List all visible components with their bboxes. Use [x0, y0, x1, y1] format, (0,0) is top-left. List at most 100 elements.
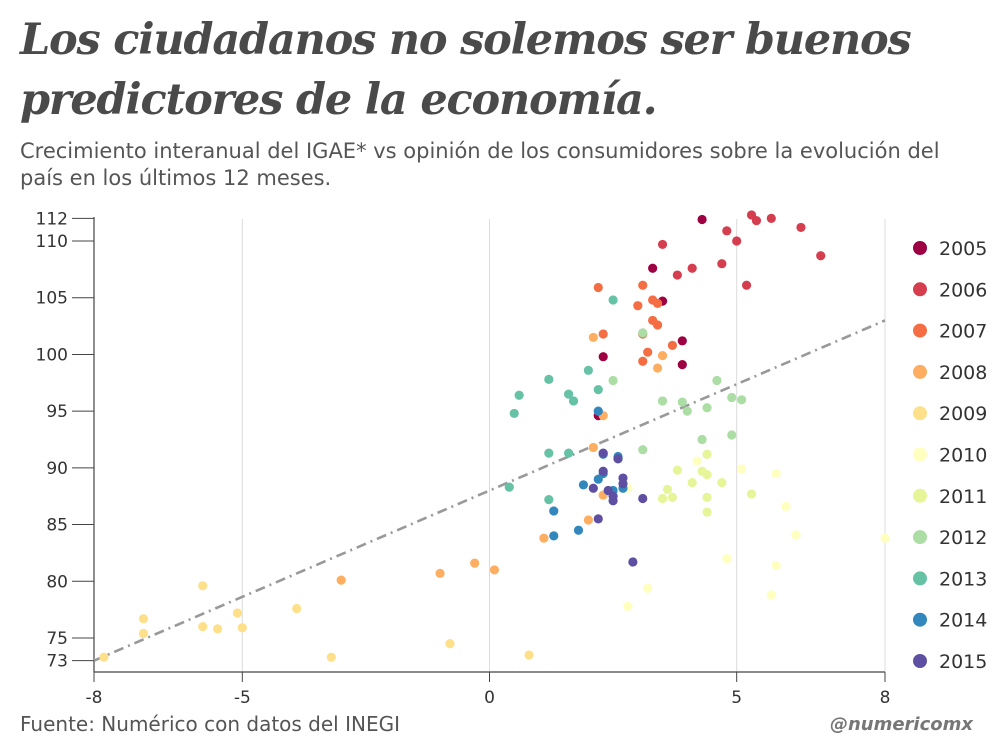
legend-marker-2005	[913, 241, 927, 255]
data-point-2013	[564, 448, 574, 458]
y-tick-label: 105	[36, 289, 68, 309]
data-point-2012	[638, 328, 648, 338]
data-point-2005	[598, 352, 608, 362]
y-tick-label: 85	[46, 516, 68, 536]
x-tick-label: 8	[880, 688, 891, 708]
data-point-2005	[648, 263, 658, 273]
data-point-2008	[470, 558, 480, 568]
legend-label-2007: 2007	[939, 321, 987, 343]
data-point-2006	[717, 259, 727, 269]
legend-marker-2014	[913, 612, 927, 627]
data-point-2014	[573, 525, 584, 535]
data-point-2009	[99, 652, 109, 662]
data-point-2006	[766, 213, 776, 223]
data-point-2008	[539, 533, 549, 543]
data-point-2009	[198, 622, 208, 632]
data-point-2013	[504, 482, 514, 492]
data-point-2006	[796, 222, 806, 233]
data-point-2012	[702, 403, 712, 413]
source-note: Fuente: Numérico con datos del INEGI	[20, 712, 400, 736]
data-point-2015	[598, 448, 608, 458]
legend-label-2010: 2010	[939, 445, 987, 467]
y-tick-label: 73	[46, 652, 68, 672]
author-handle: @numericomx	[829, 714, 973, 735]
x-tick-label: 0	[484, 688, 495, 708]
data-point-2011	[746, 489, 757, 499]
data-point-2015	[598, 466, 608, 476]
data-point-2010	[623, 601, 633, 611]
data-point-2011	[702, 492, 712, 502]
data-point-2009	[198, 581, 208, 591]
data-point-2009	[138, 628, 149, 639]
data-point-2009	[445, 639, 455, 649]
data-point-2012	[657, 396, 668, 406]
data-point-2012	[712, 375, 722, 386]
data-point-2012	[638, 445, 648, 455]
legend-label-2008: 2008	[939, 362, 987, 384]
data-point-2009	[326, 652, 336, 662]
legend-marker-2009	[913, 406, 927, 421]
data-point-2015	[608, 496, 618, 506]
data-point-2015	[603, 485, 613, 496]
data-point-2010	[880, 533, 890, 543]
data-point-2006	[816, 251, 826, 261]
legend-label-2015: 2015	[939, 651, 987, 673]
legend-label-2011: 2011	[939, 486, 987, 508]
legend-marker-2007	[913, 323, 927, 338]
data-point-2005	[697, 214, 707, 225]
data-point-2008	[489, 565, 500, 575]
points-layer	[99, 210, 890, 662]
data-point-2007	[593, 282, 603, 293]
data-point-2009	[232, 608, 242, 618]
data-point-2007	[643, 347, 653, 357]
legend-label-2005: 2005	[939, 238, 987, 260]
data-point-2013	[514, 390, 524, 400]
data-point-2010	[643, 583, 653, 593]
data-point-2014	[593, 474, 603, 484]
data-point-2007	[667, 340, 678, 350]
data-point-2008	[657, 350, 668, 361]
data-point-2009	[292, 603, 302, 614]
data-point-2008	[583, 515, 593, 525]
data-point-2010	[791, 530, 801, 540]
data-point-2011	[662, 484, 673, 495]
data-point-2007	[652, 320, 663, 330]
data-point-2011	[667, 492, 678, 502]
data-point-2010	[737, 464, 747, 474]
data-point-2009	[138, 614, 149, 624]
data-point-2009	[237, 623, 247, 633]
data-point-2009	[524, 650, 534, 660]
data-point-2015	[593, 514, 603, 524]
data-point-2007	[598, 329, 608, 339]
data-point-2012	[608, 375, 618, 386]
data-point-2006	[672, 270, 682, 280]
data-point-2007	[652, 298, 663, 309]
data-point-2006	[687, 263, 697, 273]
data-point-2011	[672, 465, 682, 475]
data-point-2014	[549, 531, 559, 541]
axis-layer: 73 75 80 85 90 95 100 105 110 112 -8 -5 0 5 8	[36, 209, 891, 708]
legend-label-2013: 2013	[939, 568, 987, 590]
x-tick-label: 5	[731, 688, 742, 708]
legend-marker-2011	[913, 488, 927, 503]
data-point-2012	[727, 430, 737, 440]
x-tick-label: -8	[86, 688, 103, 708]
data-point-2012	[677, 397, 687, 407]
y-tick-label: 100	[36, 345, 68, 365]
y-tick-label: 90	[46, 459, 68, 479]
data-point-2011	[697, 466, 707, 476]
data-point-2013	[608, 295, 618, 305]
data-point-2008	[435, 568, 445, 578]
legend-label-2009: 2009	[939, 403, 987, 425]
data-point-2006	[741, 280, 752, 290]
legend-label-2014: 2014	[939, 610, 987, 632]
legend-marker-2008	[913, 364, 927, 379]
data-point-2010	[771, 468, 781, 479]
data-point-2010	[771, 560, 781, 570]
data-point-2011	[717, 477, 727, 488]
data-point-2013	[568, 396, 579, 406]
data-point-2011	[702, 507, 712, 517]
data-point-2007	[633, 301, 643, 311]
grid-layer	[93, 219, 886, 672]
